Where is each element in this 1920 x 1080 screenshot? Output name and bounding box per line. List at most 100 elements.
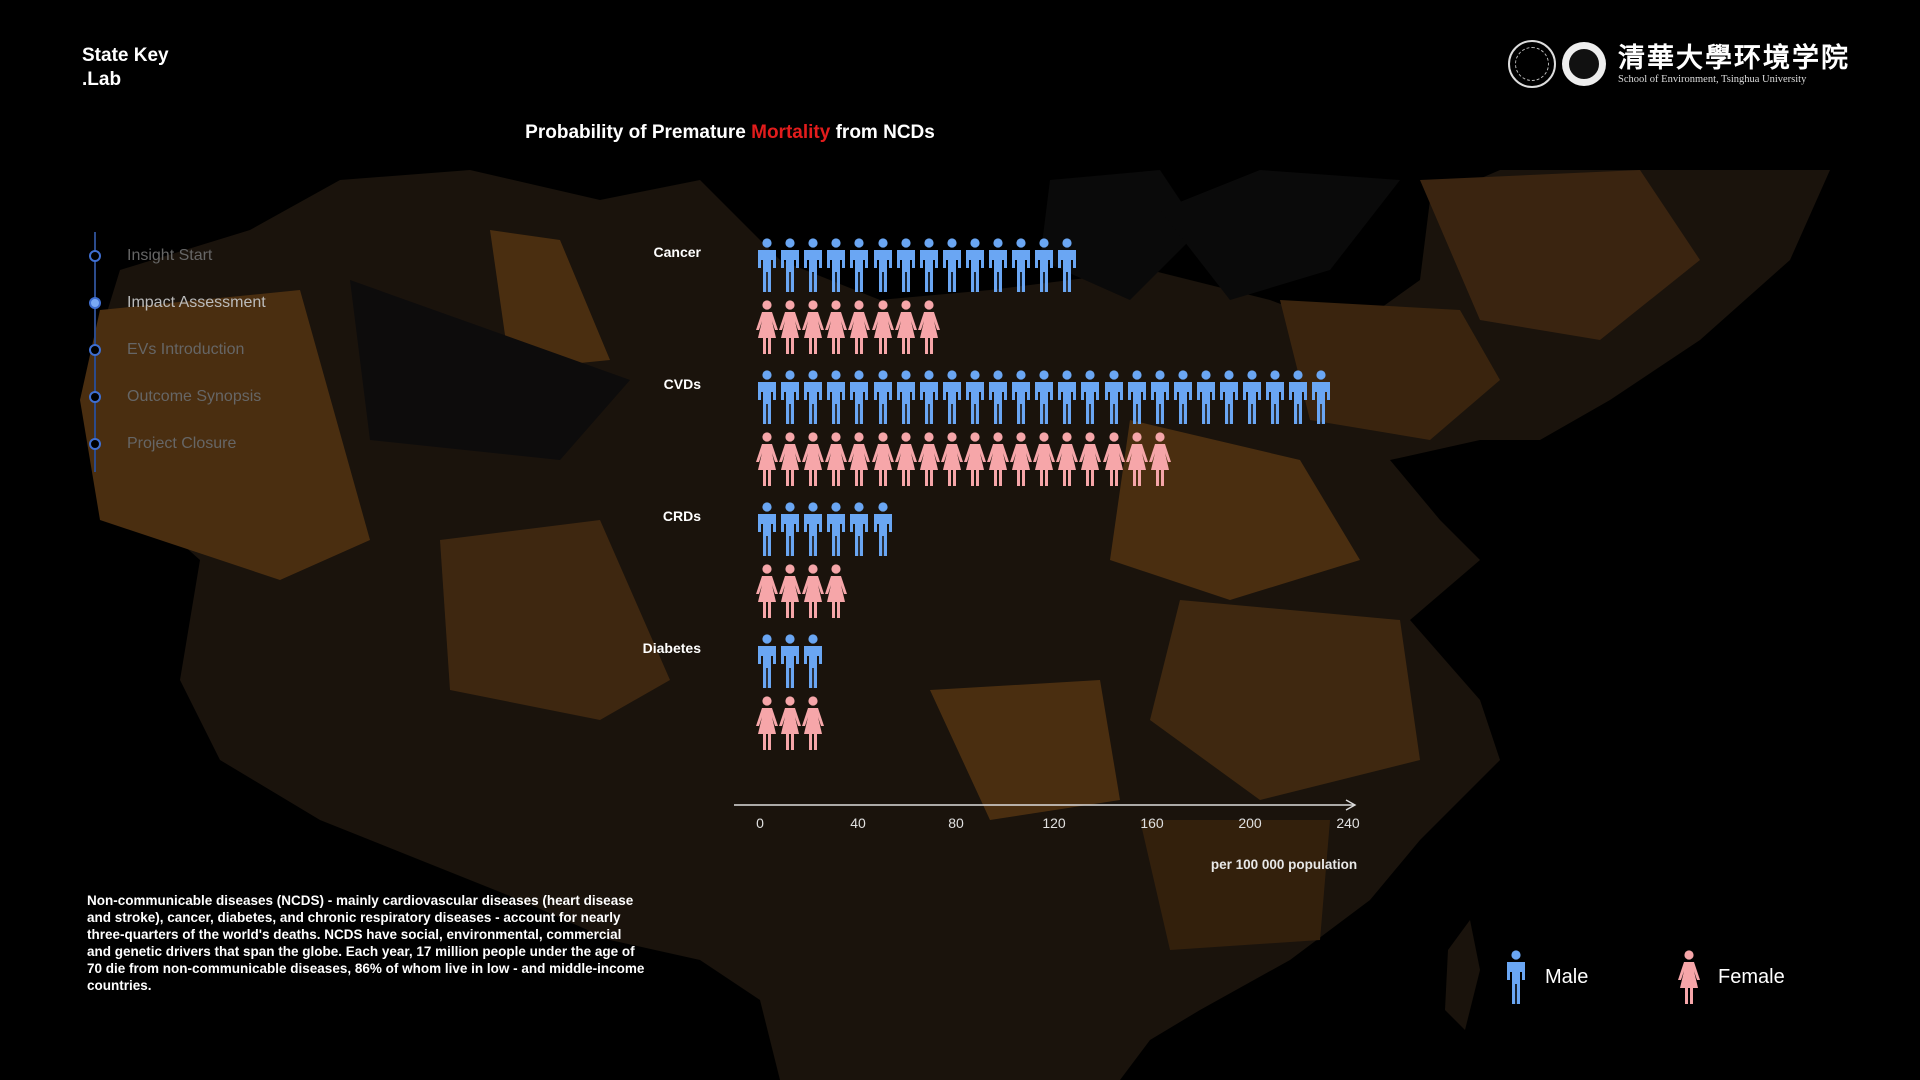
nav-item-insight-start[interactable]: Insight Start xyxy=(86,232,266,279)
title-highlight: Mortality xyxy=(751,122,831,143)
nav-item-impact-assessment[interactable]: Impact Assessment xyxy=(86,279,266,326)
school-emblem-icon xyxy=(1562,42,1606,86)
male-person-icon xyxy=(1173,370,1192,424)
female-person-icon xyxy=(1056,432,1079,486)
nav-item-outcome-synopsis[interactable]: Outcome Synopsis xyxy=(86,373,266,420)
x-tick-label: 80 xyxy=(948,815,964,831)
category-label-diabetes: Diabetes xyxy=(642,640,701,656)
university-seal-icon xyxy=(1508,40,1556,88)
x-tick-label: 0 xyxy=(756,815,764,831)
female-person-icon xyxy=(1033,432,1056,486)
male-person-icon xyxy=(781,370,800,424)
male-person-icon xyxy=(1289,370,1308,424)
female-person-icon xyxy=(871,300,894,354)
male-person-icon xyxy=(942,238,961,292)
male-person-icon xyxy=(781,634,800,688)
female-person-icon xyxy=(1125,432,1148,486)
male-person-icon xyxy=(804,634,823,688)
legend-male: Male xyxy=(1505,950,1588,1004)
male-person-icon xyxy=(804,238,823,292)
male-person-icon xyxy=(1196,370,1215,424)
male-person-icon xyxy=(1150,370,1169,424)
male-person-icon xyxy=(1012,238,1031,292)
nav-item-project-closure[interactable]: Project Closure xyxy=(86,420,266,467)
x-tick-label: 240 xyxy=(1336,815,1360,831)
brand-title: State Key .Lab xyxy=(82,44,169,92)
female-person-icon xyxy=(802,300,825,354)
x-axis-label: per 100 000 population xyxy=(1211,857,1357,872)
female-person-icon xyxy=(802,564,825,618)
x-axis-arrow xyxy=(1345,799,1357,811)
male-person-icon xyxy=(989,370,1007,424)
female-person-icon xyxy=(756,564,778,618)
female-person-icon xyxy=(894,432,917,486)
male-person-icon xyxy=(919,370,938,424)
nav-dot-icon xyxy=(89,437,101,450)
brand-line-2: .Lab xyxy=(82,69,122,90)
female-person-icon xyxy=(756,300,778,354)
male-person-icon xyxy=(896,238,915,292)
male-person-icon xyxy=(1312,370,1331,424)
male-person-icon xyxy=(1012,370,1031,424)
nav-item-label: Impact Assessment xyxy=(127,293,266,311)
female-person-icon xyxy=(756,432,778,486)
male-person-icon xyxy=(827,370,846,424)
female-person-icon xyxy=(1010,432,1033,486)
male-person-icon xyxy=(758,370,776,424)
male-person-icon xyxy=(896,370,915,424)
female-person-icon xyxy=(848,432,871,486)
female-person-icon xyxy=(825,300,848,354)
male-person-icon xyxy=(1127,370,1146,424)
male-person-icon xyxy=(1058,238,1077,292)
nav-dot-icon xyxy=(89,249,101,262)
male-person-icon xyxy=(873,370,892,424)
tsinghua-logo: 清華大學环境学院 School of Environment, Tsinghua… xyxy=(1508,40,1850,88)
title-suffix: from NCDs xyxy=(830,122,935,143)
nav-item-evs-introduction[interactable]: EVs Introduction xyxy=(86,326,266,373)
female-person-icon xyxy=(802,432,825,486)
nav-item-label: EVs Introduction xyxy=(127,340,245,358)
male-person-icon xyxy=(758,634,776,688)
male-person-icon xyxy=(965,370,984,424)
male-person-icon xyxy=(850,238,869,292)
male-person-icon xyxy=(1035,238,1054,292)
ncd-description: Non-communicable diseases (NCDS) - mainl… xyxy=(87,893,645,993)
male-person-icon xyxy=(1104,370,1123,424)
female-person-icon xyxy=(779,300,802,354)
male-person-icon xyxy=(919,238,938,292)
chart-title: Probability of Premature Mortality from … xyxy=(0,122,1460,144)
female-person-icon xyxy=(963,432,986,486)
legend-female: Female xyxy=(1678,950,1785,1004)
male-person-icon xyxy=(827,502,846,556)
nav-dot-icon xyxy=(89,390,101,403)
female-person-icon xyxy=(894,300,917,354)
male-person-icon xyxy=(989,238,1007,292)
brand-line-1: State Key xyxy=(82,45,169,66)
female-person-icon xyxy=(1678,950,1700,1004)
male-person-icon xyxy=(781,502,800,556)
male-person-icon xyxy=(1507,950,1525,1004)
female-person-icon xyxy=(917,432,940,486)
x-tick-label: 40 xyxy=(850,815,866,831)
nav-dot-icon xyxy=(89,296,101,309)
female-person-icon xyxy=(1102,432,1125,486)
female-person-icon xyxy=(917,300,940,354)
male-person-icon xyxy=(850,370,869,424)
male-person-icon xyxy=(1266,370,1285,424)
male-person-icon xyxy=(850,502,869,556)
male-person-icon xyxy=(804,370,823,424)
category-label-crds: CRDs xyxy=(662,508,701,524)
male-person-icon xyxy=(1035,370,1054,424)
male-person-icon xyxy=(1081,370,1100,424)
nav-item-label: Outcome Synopsis xyxy=(127,387,262,405)
nav-item-label: Insight Start xyxy=(127,246,213,264)
female-person-icon xyxy=(848,300,871,354)
x-tick-label: 200 xyxy=(1238,815,1262,831)
male-person-icon xyxy=(781,238,800,292)
legend-male-label: Male xyxy=(1545,965,1589,988)
male-person-icon xyxy=(758,502,776,556)
female-person-icon xyxy=(987,432,1009,486)
male-person-icon xyxy=(873,238,892,292)
x-tick-label: 120 xyxy=(1042,815,1066,831)
